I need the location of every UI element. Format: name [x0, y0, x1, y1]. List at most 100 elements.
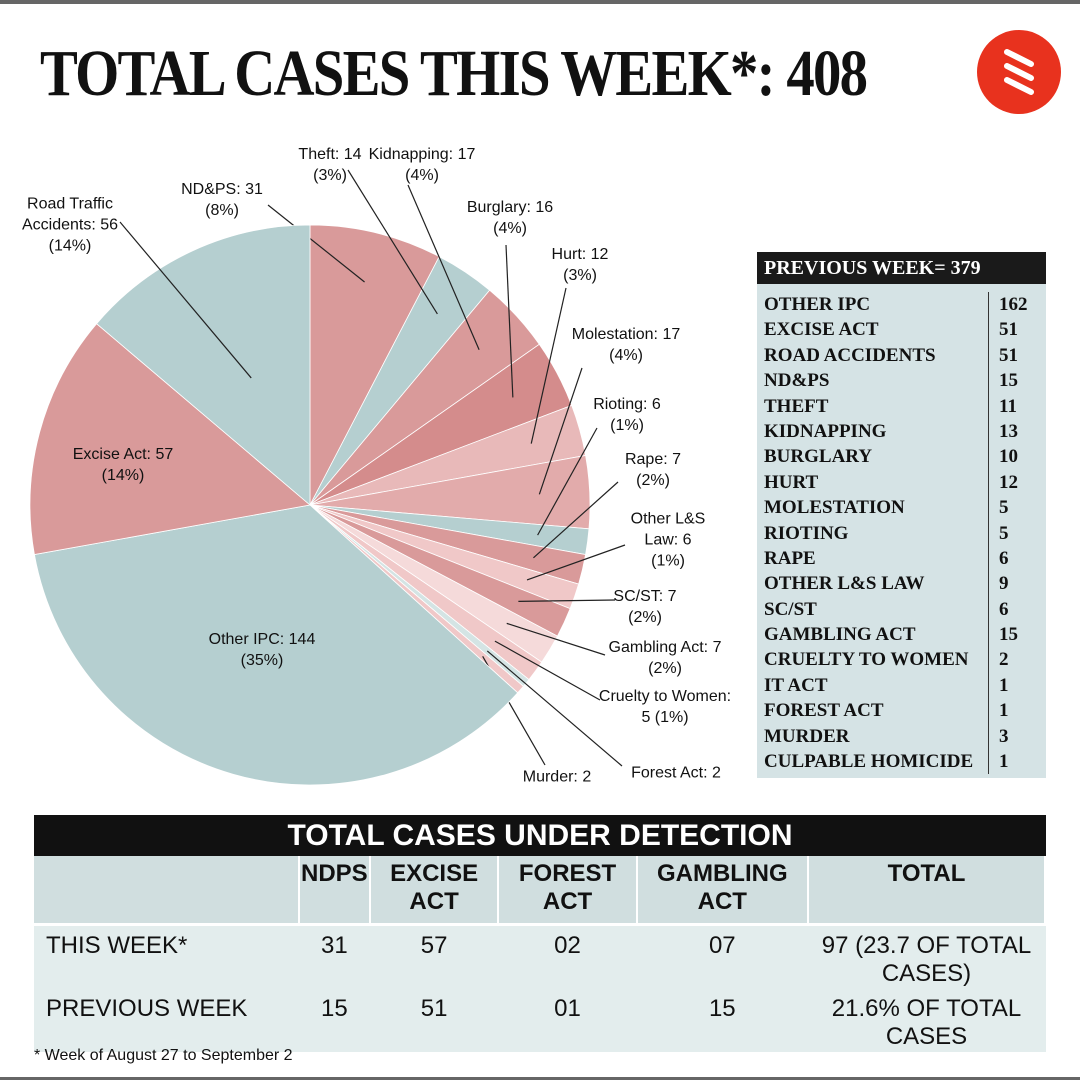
slice-label: Molestation: 17 (4%): [571, 324, 681, 366]
slice-category: Gambling Act:: [608, 639, 709, 656]
previous-row: FOREST ACT 1: [757, 698, 1046, 724]
slice-value: 144 (35%): [240, 631, 316, 669]
previous-name: GAMBLING ACT: [757, 622, 989, 648]
previous-value: 3: [999, 725, 1009, 747]
logo-stripes: [1004, 49, 1034, 95]
previous-name: MURDER: [757, 723, 989, 750]
previous-row: THEFT 11: [757, 393, 1046, 419]
slice-label: Other L&S Law: 6 (1%): [628, 509, 708, 572]
previous-value: 51: [999, 319, 1018, 341]
slice-label: Rape: 7 (2%): [618, 449, 688, 491]
previous-value: 6: [999, 598, 1009, 620]
previous-row: CULPABLE HOMICIDE 1: [757, 749, 1046, 775]
slice-label: ND&PS: 31 (8%): [177, 179, 267, 221]
slice-category: Road Traffic Accidents:: [21, 195, 113, 234]
slice-value: 16 (4%): [493, 199, 554, 237]
previous-name: IT ACT: [757, 672, 989, 699]
slice-category: Other IPC:: [208, 631, 285, 648]
row-label: PREVIOUS WEEK: [34, 989, 300, 1052]
previous-value: 1: [999, 700, 1009, 722]
slice-value: 2: [712, 764, 721, 782]
previous-row: OTHER L&S LAW 9: [757, 571, 1046, 597]
previous-name: CRUELTY TO WOMEN: [757, 647, 989, 673]
previous-name: ND&PS: [757, 368, 989, 394]
previous-value: 12: [999, 471, 1018, 493]
slice-value: 2: [582, 768, 592, 786]
leader-line: [505, 244, 514, 398]
previous-value: 5: [999, 497, 1009, 519]
previous-row: IT ACT 1: [757, 672, 1046, 699]
previous-value: 1: [999, 751, 1009, 773]
table-cell: 02: [498, 923, 638, 989]
leader-line: [119, 221, 252, 379]
logo: [977, 30, 1061, 114]
slice-label: Hurt: 12 (3%): [545, 244, 615, 286]
column-header: FOREST ACT: [498, 856, 638, 925]
previous-name: BURGLARY: [757, 444, 989, 470]
previous-value: 15: [999, 370, 1018, 392]
slice-value: 17 (4%): [405, 146, 476, 184]
previous-value: 13: [999, 420, 1018, 442]
slice-label: Gambling Act: 7 (2%): [605, 637, 725, 679]
row-label: THIS WEEK*: [34, 923, 300, 989]
leader-line: [506, 622, 606, 656]
bottom-rule: [0, 1077, 1080, 1080]
slice-label: Rioting: 6 (1%): [587, 394, 667, 436]
previous-week-list: OTHER IPC 162 EXCISE ACT 51 ROAD ACCIDENTS 51…: [757, 284, 1046, 775]
slice-value: 7 (2%): [648, 639, 722, 677]
slice-value: 17 (4%): [609, 326, 681, 364]
table-cell: 51: [369, 989, 500, 1052]
slice-label: Other IPC: 144 (35%): [207, 629, 317, 671]
previous-name: FOREST ACT: [757, 698, 989, 724]
slice-category: Murder:: [522, 768, 578, 786]
slice-value: 31 (8%): [205, 181, 263, 219]
previous-name: RIOTING: [757, 520, 989, 546]
slice-label: Theft: 14 (3%): [295, 144, 365, 186]
previous-value: 5: [999, 522, 1009, 544]
slice-label: SC/ST: 7 (2%): [610, 586, 680, 628]
slice-category: Rape:: [624, 451, 668, 468]
slice-category: Forest Act:: [631, 764, 708, 782]
slice-value: 12 (3%): [563, 246, 609, 284]
slice-value: 57 (14%): [101, 446, 174, 484]
pie-chart: [29, 169, 626, 786]
previous-row: BURGLARY 10: [757, 444, 1046, 470]
column-header: GAMBLING ACT: [636, 856, 810, 925]
previous-value: 9: [999, 573, 1009, 595]
previous-row: MOLESTATION 5: [757, 495, 1046, 521]
previous-name: OTHER IPC: [757, 292, 989, 318]
footnote: * Week of August 27 to September 2: [34, 1047, 293, 1064]
leader-line: [533, 481, 619, 559]
pie-slice: [33, 504, 519, 786]
previous-row: RIOTING 5: [757, 520, 1046, 546]
table-cell: 57: [369, 923, 500, 989]
previous-row: ROAD ACCIDENTS 51: [757, 342, 1046, 369]
slice-value: 6 (1%): [610, 396, 661, 434]
slice-category: ND&PS:: [181, 181, 241, 198]
table-cell: 21.6% OF TOTAL CASES: [808, 989, 1046, 1052]
table-cell: 97 (23.7 OF TOTAL CASES): [808, 923, 1046, 989]
slice-value: 14 (3%): [313, 146, 362, 184]
table-cell: 01: [498, 989, 638, 1052]
previous-value: 6: [999, 547, 1009, 569]
previous-value: 10: [999, 446, 1018, 468]
previous-row: ND&PS 15: [757, 368, 1046, 394]
previous-week-title: PREVIOUS WEEK= 379: [757, 252, 1046, 284]
previous-row: CRUELTY TO WOMEN 2: [757, 647, 1046, 673]
slice-value: 6 (1%): [651, 531, 692, 570]
leader-line: [526, 544, 626, 581]
previous-name: HURT: [757, 469, 989, 496]
slice-value: 5 (1%): [641, 709, 689, 726]
slice-value: 7 (2%): [636, 451, 682, 489]
leader-line: [530, 287, 567, 444]
pie-slice: [309, 224, 440, 506]
previous-name: MOLESTATION: [757, 495, 989, 521]
slice-value: 7 (2%): [628, 588, 677, 626]
corner-cell: [34, 856, 300, 925]
previous-value: 11: [999, 395, 1017, 417]
previous-value: 51: [999, 344, 1018, 366]
previous-name: KIDNAPPING: [757, 418, 989, 445]
table-cell: 31: [299, 923, 371, 989]
slice-label: Burglary: 16 (4%): [465, 197, 555, 239]
table-row: PREVIOUS WEEK 15 51 01 15 21.6% OF TOTAL CASE…: [34, 989, 1046, 1052]
